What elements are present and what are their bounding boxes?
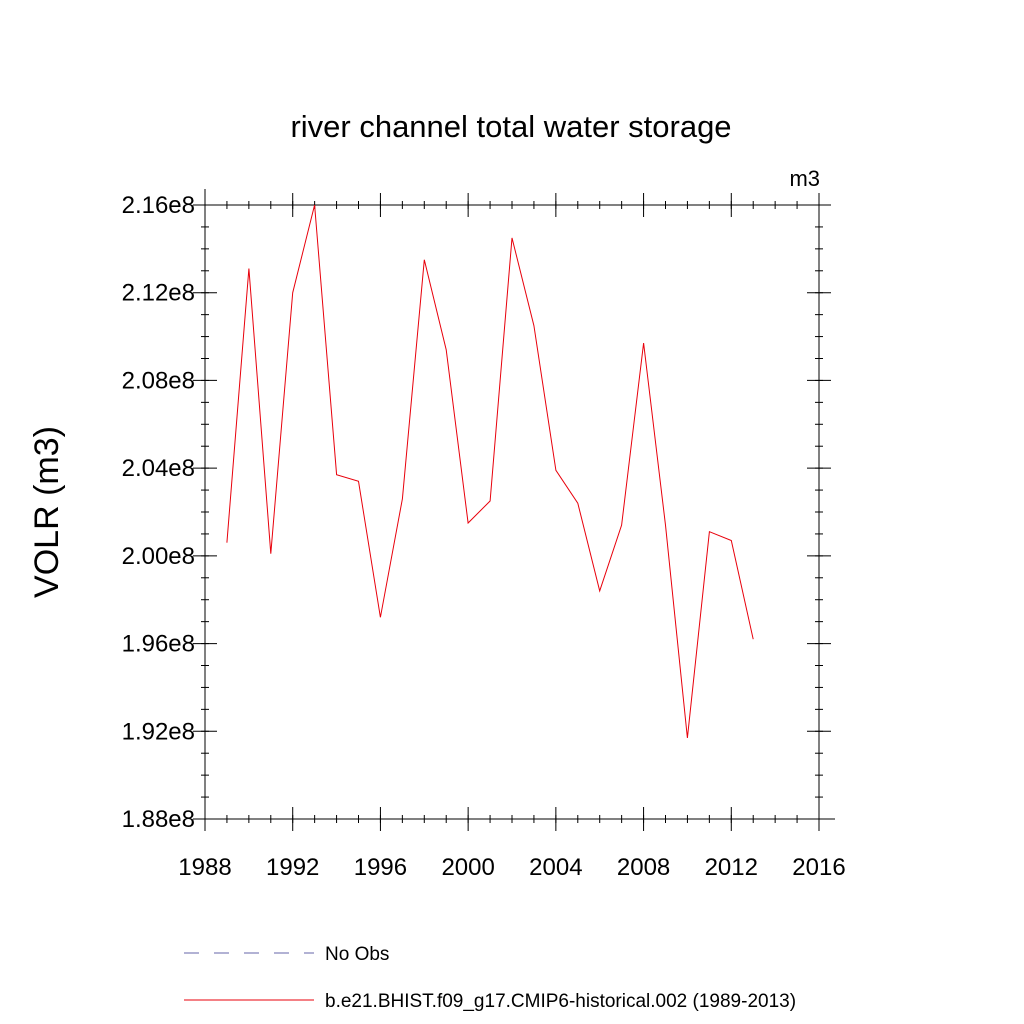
y-tick-label: 2.00e8 — [122, 543, 195, 570]
x-tick-label: 2012 — [705, 854, 758, 881]
units-label: m3 — [789, 166, 820, 191]
x-tick-label: 2004 — [529, 854, 582, 881]
x-tick-label: 1988 — [178, 854, 231, 881]
y-tick-label: 2.12e8 — [122, 280, 195, 307]
legend: No Obs b.e21.BHIST.f09_g17.CMIP6-historic… — [184, 944, 796, 1012]
legend-label: No Obs — [325, 944, 389, 965]
y-tick-label: 2.04e8 — [122, 455, 195, 482]
series-layer — [226, 204, 754, 738]
y-tick-label: 1.92e8 — [122, 718, 195, 745]
y-tick-label: 1.88e8 — [122, 806, 195, 833]
x-tick-label: 2008 — [617, 854, 670, 881]
x-tick-label: 2000 — [441, 854, 494, 881]
x-tick-label: 1992 — [266, 854, 319, 881]
y-tick-label: 1.96e8 — [122, 631, 195, 658]
chart-title: river channel total water storage — [290, 109, 731, 144]
y-axis: 1.88e8 1.92e8 1.96e8 2.00e8 2.04e8 2.08e8 2.12… — [122, 189, 831, 833]
series-line — [226, 204, 754, 738]
y-axis-label: VOLR (m3) — [28, 426, 66, 598]
plot-frame — [204, 204, 820, 820]
x-tick-label: 2016 — [792, 854, 845, 881]
y-tick-label: 2.08e8 — [122, 367, 195, 394]
x-tick-label: 1996 — [354, 854, 407, 881]
y-tick-label: 2.16e8 — [122, 192, 195, 219]
legend-label: b.e21.BHIST.f09_g17.CMIP6-historical.002… — [325, 991, 796, 1012]
x-axis: 1988 1992 1996 2000 2004 2008 2012 2016 — [178, 193, 846, 881]
